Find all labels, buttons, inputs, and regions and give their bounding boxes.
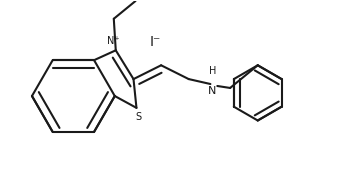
Text: N⁺: N⁺: [107, 36, 120, 46]
Text: I⁻: I⁻: [149, 35, 161, 49]
Text: S: S: [136, 112, 142, 122]
Text: H: H: [209, 66, 216, 76]
Text: N: N: [208, 86, 217, 96]
